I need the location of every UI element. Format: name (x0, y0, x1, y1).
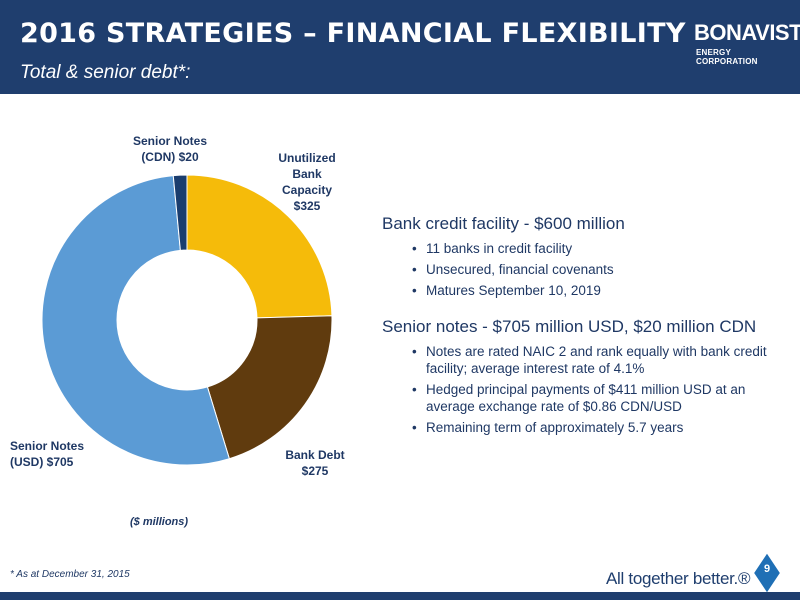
bottom-bar (0, 592, 800, 600)
label-bank-debt-line1: Bank Debt (285, 448, 345, 462)
list-item: 11 banks in credit facility (412, 240, 792, 257)
list-item: Notes are rated NAIC 2 and rank equally … (412, 343, 792, 377)
header-banner: 2016 STRATEGIES – FINANCIAL FLEXIBILITY … (0, 0, 800, 94)
label-unutilized-line1: Unutilized (278, 151, 336, 165)
list-item: Matures September 10, 2019 (412, 282, 792, 299)
units-label: ($ millions) (130, 516, 189, 528)
label-bank-debt: Bank Debt $275 (270, 447, 360, 479)
credit-bullets: 11 banks in credit facility Unsecured, f… (382, 240, 792, 299)
company-logo: BONAVISTA ENERGY CORPORATION (690, 20, 800, 66)
label-unutilized-value: $325 (293, 199, 321, 213)
donut-slice-3 (172, 174, 188, 251)
donut-slice-1 (206, 315, 333, 460)
donut-slice-2 (41, 175, 230, 466)
logo-name: BONAVISTA (694, 20, 800, 45)
label-senior-cdn-line1: Senior Notes (132, 134, 207, 148)
senior-heading: Senior notes - $705 million USD, $20 mil… (382, 317, 757, 336)
label-unutilized-capacity: Unutilized Bank Capacity $325 (262, 150, 352, 214)
donut-svg (41, 174, 333, 466)
list-item: Remaining term of approximately 5.7 year… (412, 419, 792, 436)
debt-details: Bank credit facility - $600 million 11 b… (382, 214, 792, 454)
label-senior-notes-cdn: Senior Notes (CDN) $20 (120, 133, 220, 165)
senior-bullets: Notes are rated NAIC 2 and rank equally … (382, 343, 792, 436)
page-subtitle: Total & senior debt*: (20, 62, 191, 83)
credit-heading: Bank credit facility - $600 million (382, 214, 625, 233)
label-unutilized-line3: Capacity (281, 183, 333, 197)
label-senior-notes-usd: Senior Notes (USD) $705 (10, 438, 130, 470)
label-senior-usd-line2: (USD) $705 (10, 455, 74, 469)
page-number: 9 (763, 563, 771, 575)
debt-donut-chart (0, 94, 370, 534)
logo-subtitle: ENERGY CORPORATION (696, 48, 758, 66)
label-senior-cdn-line2: (CDN) $20 (141, 150, 199, 164)
label-unutilized-line2: Bank (292, 167, 322, 181)
list-item: Unsecured, financial covenants (412, 261, 792, 278)
label-senior-usd-line1: Senior Notes (10, 439, 85, 453)
label-bank-debt-value: $275 (301, 464, 329, 478)
footnote: * As at December 31, 2015 (10, 569, 130, 580)
page-number-badge: 9 (751, 550, 783, 596)
tagline: All together better.® (606, 569, 751, 588)
list-item: Hedged principal payments of $411 millio… (412, 381, 792, 415)
page-title: 2016 STRATEGIES – FINANCIAL FLEXIBILITY (20, 18, 686, 49)
donut-slice-0 (186, 174, 333, 319)
